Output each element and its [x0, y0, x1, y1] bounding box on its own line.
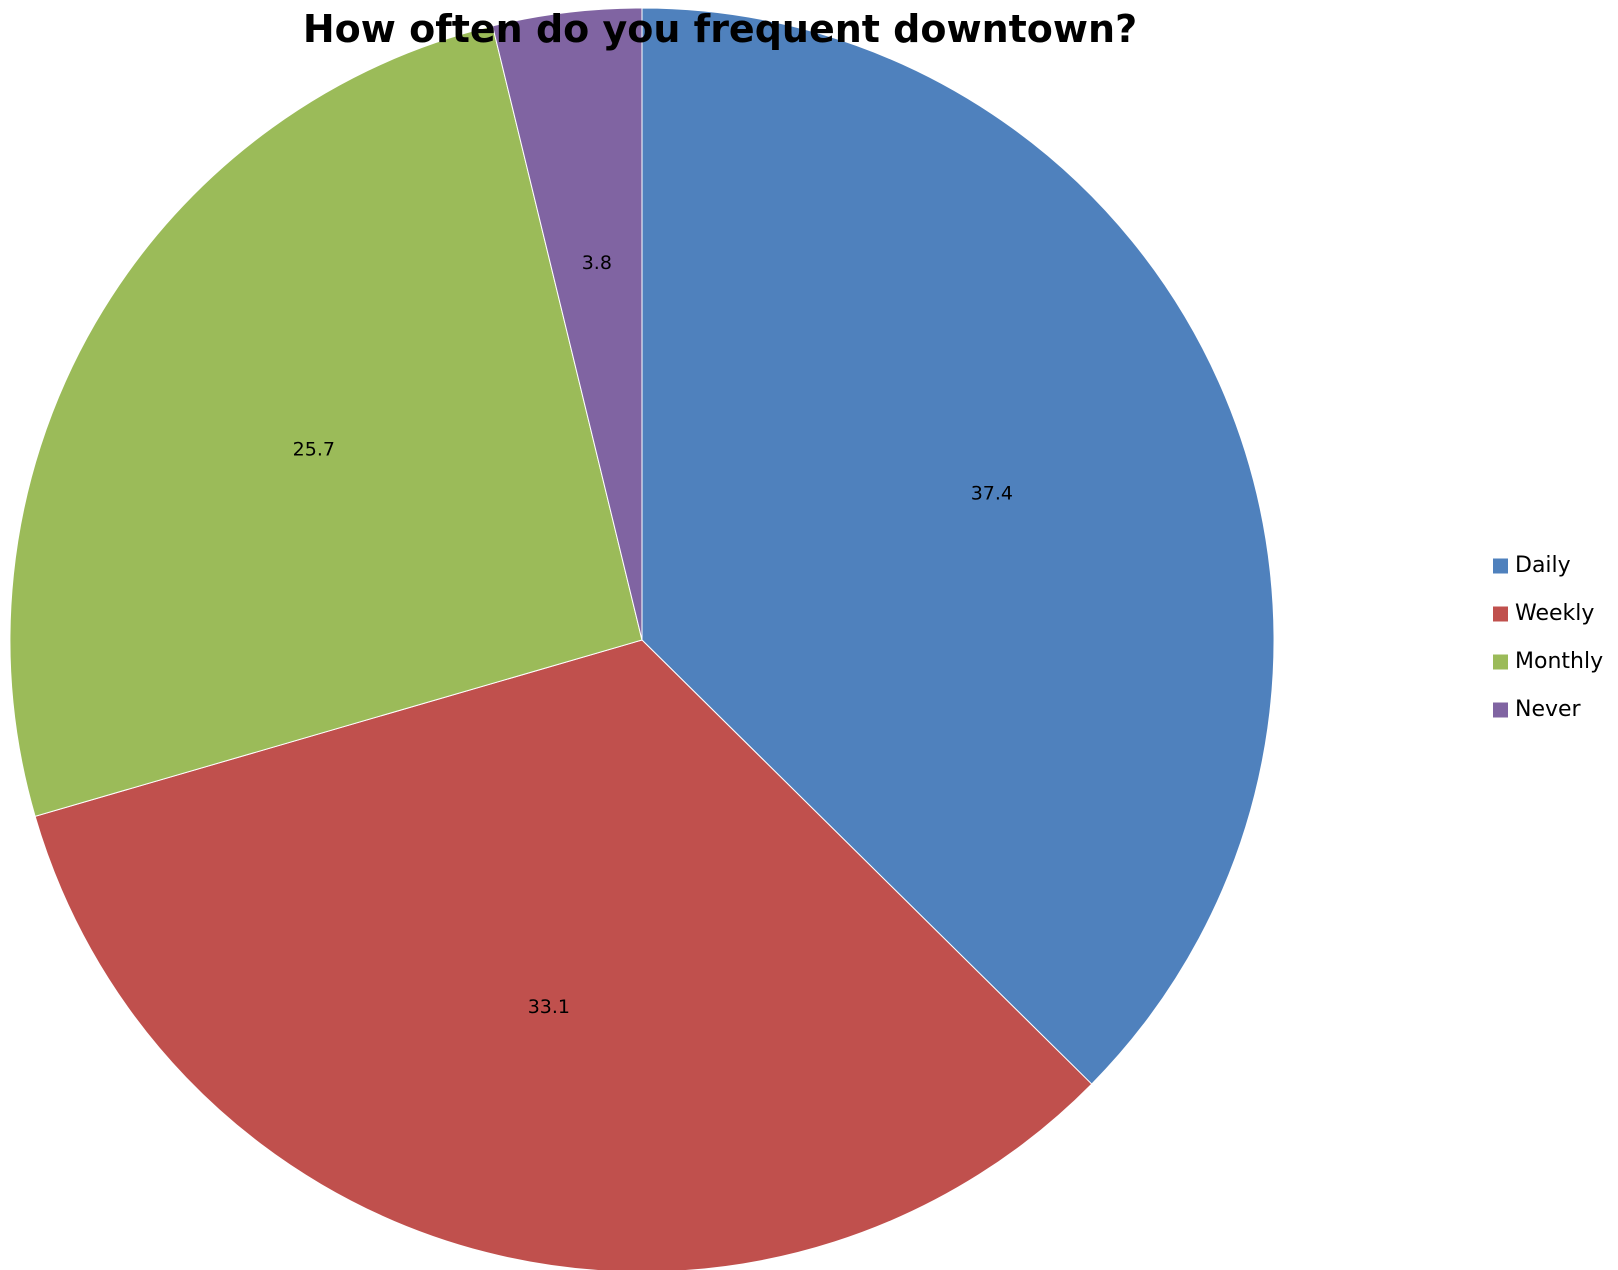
pie-slice-weekly	[34, 639, 1093, 1270]
chart-title: How often do you frequent downtown?	[303, 7, 1137, 51]
pie-slice-daily	[641, 7, 1275, 1085]
legend-swatch-monthly	[1493, 654, 1508, 670]
legend-swatch-never	[1493, 702, 1508, 718]
pie-slice-monthly	[9, 25, 643, 817]
legend-swatch-weekly	[1493, 606, 1508, 622]
pie-data-labels: 37.4 33.1 25.7 3.8	[293, 252, 1013, 1018]
pie-slices	[9, 7, 1275, 1270]
pie-slice-never	[491, 7, 643, 641]
legend-label-monthly: Monthly	[1515, 649, 1603, 674]
legend-label-daily: Daily	[1515, 553, 1571, 578]
data-label-never: 3.8	[582, 252, 612, 274]
chart-legend: Daily Weekly Monthly Never	[1493, 553, 1603, 722]
legend-label-never: Never	[1515, 697, 1582, 722]
data-label-weekly: 33.1	[528, 996, 570, 1018]
data-label-daily: 37.4	[971, 482, 1013, 504]
legend-swatch-daily	[1493, 558, 1508, 574]
data-label-monthly: 25.7	[293, 439, 335, 461]
legend-label-weekly: Weekly	[1515, 601, 1594, 626]
